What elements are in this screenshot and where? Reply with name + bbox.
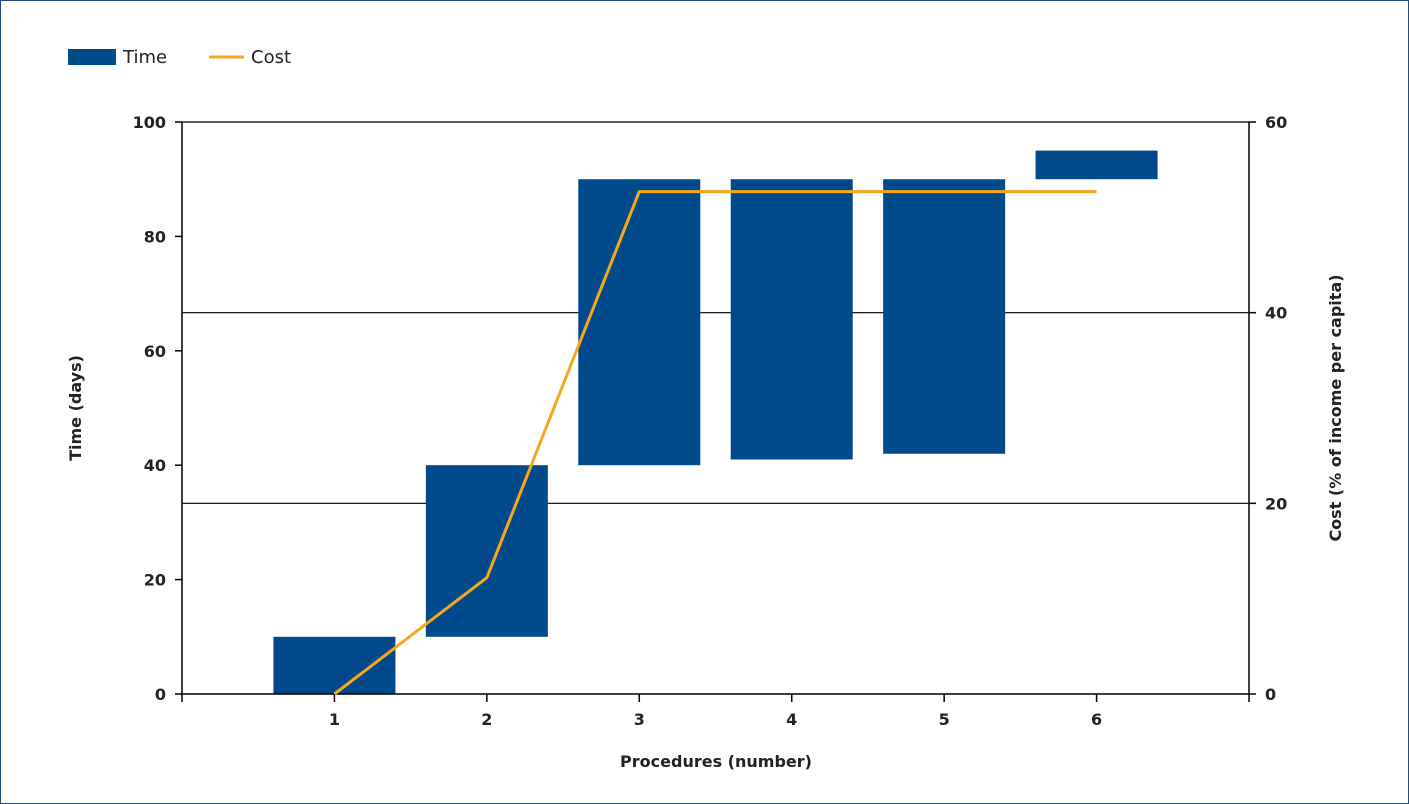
x-axis-title: Procedures (number) <box>620 752 812 771</box>
y-left-tick-label: 100 <box>133 113 166 132</box>
y-axis-right-title: Cost (% of income per capita) <box>1326 274 1345 541</box>
y-left-tick-label: 80 <box>144 227 166 246</box>
x-tick-label: 1 <box>329 710 340 729</box>
y-right-tick-label: 20 <box>1265 494 1287 513</box>
bar-time <box>883 179 1006 454</box>
x-tick-label: 2 <box>481 710 492 729</box>
y-right-tick-label: 40 <box>1265 304 1287 323</box>
bar-time <box>273 636 396 694</box>
x-tick-label: 3 <box>634 710 645 729</box>
y-right-tick-label: 60 <box>1265 113 1287 132</box>
y-left-tick-label: 60 <box>144 342 166 361</box>
x-tick-label: 6 <box>1091 710 1102 729</box>
y-left-tick-label: 20 <box>144 571 166 590</box>
bar-time <box>578 179 701 466</box>
x-tick-label: 5 <box>939 710 950 729</box>
y-axis-left-title: Time (days) <box>66 355 85 461</box>
y-right-tick-label: 0 <box>1265 685 1276 704</box>
x-tick-label: 4 <box>786 710 797 729</box>
y-left-tick-label: 40 <box>144 456 166 475</box>
y-left-tick-label: 0 <box>155 685 166 704</box>
cost-line <box>333 190 1097 696</box>
legend-cost-label: Cost <box>251 47 291 68</box>
legend-time-label: Time <box>122 47 167 68</box>
legend-time-swatch <box>68 49 116 65</box>
bar-time <box>730 179 853 460</box>
plot-area: 0 20 40 60 80 100 0 20 40 60 1 2 3 4 5 6 <box>133 113 1288 729</box>
bar-time <box>1035 150 1158 180</box>
legend: Time Cost <box>68 47 291 68</box>
